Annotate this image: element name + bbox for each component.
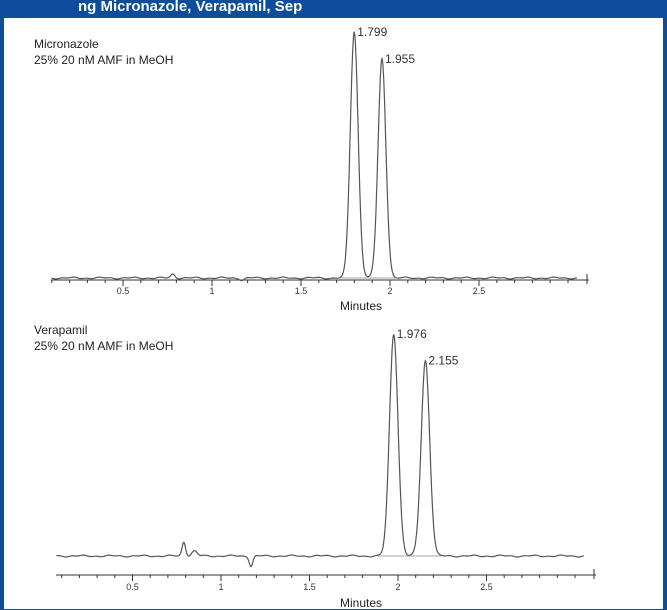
chart-panel: Micronazole 25% 20 nM AMF in MeOH Verapa…: [4, 18, 663, 610]
chart2-sample-label: Verapamil 25% 20 nM AMF in MeOH: [34, 322, 173, 354]
x-tick-label: 1: [218, 582, 223, 592]
x-tick-label: 0.5: [126, 582, 139, 592]
figure-header: ng Micronazole, Verapamil, Sep: [0, 0, 667, 18]
chart2-sample-name: Verapamil: [34, 323, 88, 337]
x-tick-label: 2.5: [480, 582, 493, 592]
chromatogram-trace: [51, 31, 578, 282]
peak-label: 1.955: [385, 52, 415, 66]
x-tick-label: 1.5: [303, 582, 316, 592]
chart1-chromatogram: 0.5 1 1.5 2 2.5 1.799 1.955: [51, 25, 589, 296]
chart1-sample-name: Micronazole: [34, 37, 99, 51]
chart1-sample-label: Micronazole 25% 20 nM AMF in MeOH: [34, 36, 173, 68]
x-tick-label: 1.5: [295, 286, 308, 296]
peak-label: 1.976: [397, 327, 427, 341]
x-tick-label: 1: [209, 286, 214, 296]
x-tick-label: 2: [387, 286, 392, 296]
chart2-xlabel: Minutes: [340, 596, 383, 610]
x-tick-label: 2.5: [473, 286, 486, 296]
chart1-condition: 25% 20 nM AMF in MeOH: [34, 53, 174, 67]
chart1-xlabel: Minutes: [340, 299, 383, 313]
x-tick-label: 0.5: [117, 286, 130, 296]
peak-label: 2.155: [428, 354, 458, 368]
chromatogram-trace: [56, 333, 584, 568]
x-tick-label: 2: [395, 582, 400, 592]
chart2-condition: 25% 20 nM AMF in MeOH: [34, 339, 174, 353]
peak-label: 1.799: [357, 25, 387, 39]
